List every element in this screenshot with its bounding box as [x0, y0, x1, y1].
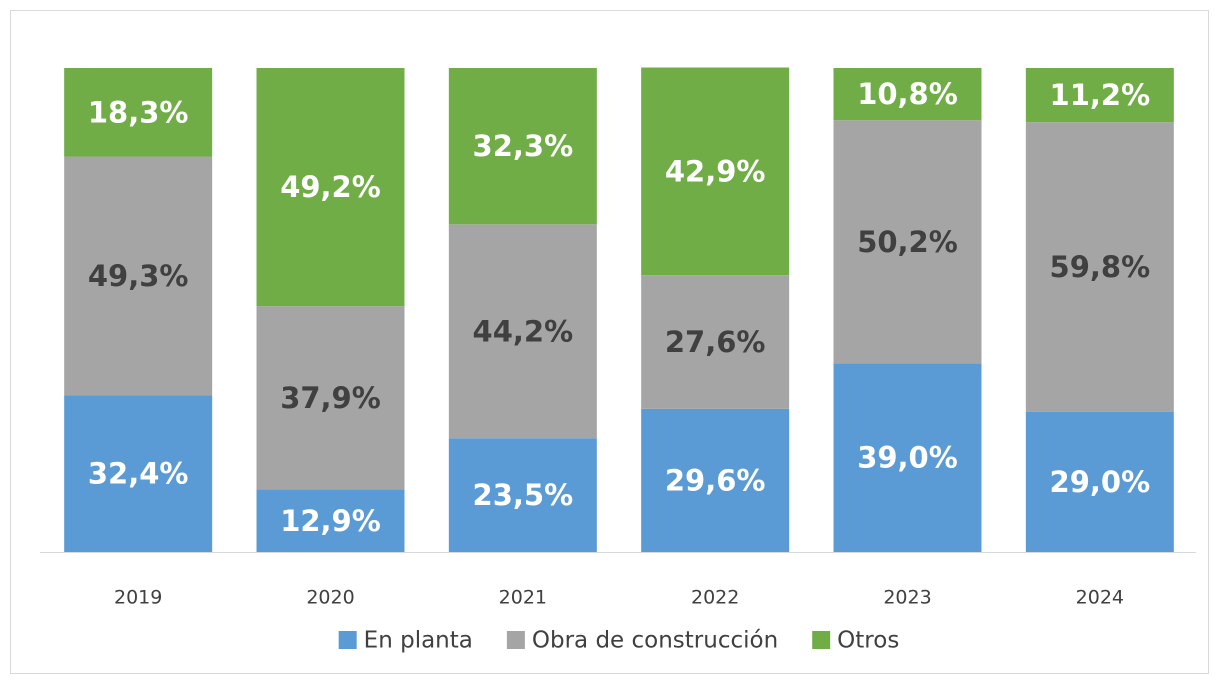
value-label: 44,2%: [473, 314, 574, 348]
legend-swatch: [506, 631, 525, 649]
bar-segment: [833, 120, 982, 364]
bar-segment: [256, 306, 405, 490]
value-label: 12,9%: [280, 504, 381, 538]
value-label: 39,0%: [857, 441, 958, 475]
bar-segment: [448, 438, 597, 552]
legend-label: En planta: [364, 628, 473, 654]
value-label: 27,6%: [665, 325, 766, 359]
bar-segment: [1025, 411, 1174, 552]
x-tick-label: 2021: [499, 587, 547, 609]
bar-segment: [64, 68, 213, 157]
bar-segment: [256, 489, 405, 552]
legend-label: Obra de construcción: [532, 628, 778, 654]
bar-segment: [641, 67, 790, 276]
value-label: 29,0%: [1050, 465, 1151, 499]
bar-segment: [448, 68, 597, 225]
x-tick-label: 2019: [114, 587, 162, 609]
value-label: 29,6%: [665, 463, 766, 497]
value-label: 50,2%: [857, 225, 958, 259]
x-tick-label: 2022: [691, 587, 739, 609]
value-label: 11,2%: [1050, 78, 1151, 112]
value-label: 32,4%: [88, 457, 189, 491]
bar-segment: [641, 275, 790, 409]
value-label: 49,3%: [88, 259, 189, 293]
bar-segment: [448, 224, 597, 439]
legend-label: Otros: [837, 628, 899, 654]
value-label: 59,8%: [1050, 250, 1151, 284]
x-tick-label: 2020: [306, 587, 354, 609]
value-label: 23,5%: [473, 478, 574, 512]
legend-swatch: [338, 631, 357, 649]
value-label: 49,2%: [280, 170, 381, 204]
value-label: 32,3%: [473, 129, 574, 163]
bar-segment: [833, 363, 982, 552]
bar-segment: [1025, 122, 1174, 412]
x-tick-label: 2023: [883, 587, 931, 609]
bar-segment: [641, 408, 790, 552]
value-label: 42,9%: [665, 154, 766, 188]
bar-segment: [256, 68, 405, 307]
value-label: 37,9%: [280, 381, 381, 415]
value-label: 10,8%: [857, 77, 958, 111]
bar-segment: [1025, 68, 1174, 123]
x-tick-label: 2024: [1076, 587, 1124, 609]
bar-segment: [833, 68, 982, 121]
bar-segment: [64, 395, 213, 552]
legend-swatch: [812, 631, 831, 649]
value-label: 18,3%: [88, 95, 189, 129]
bar-segment: [64, 156, 213, 396]
